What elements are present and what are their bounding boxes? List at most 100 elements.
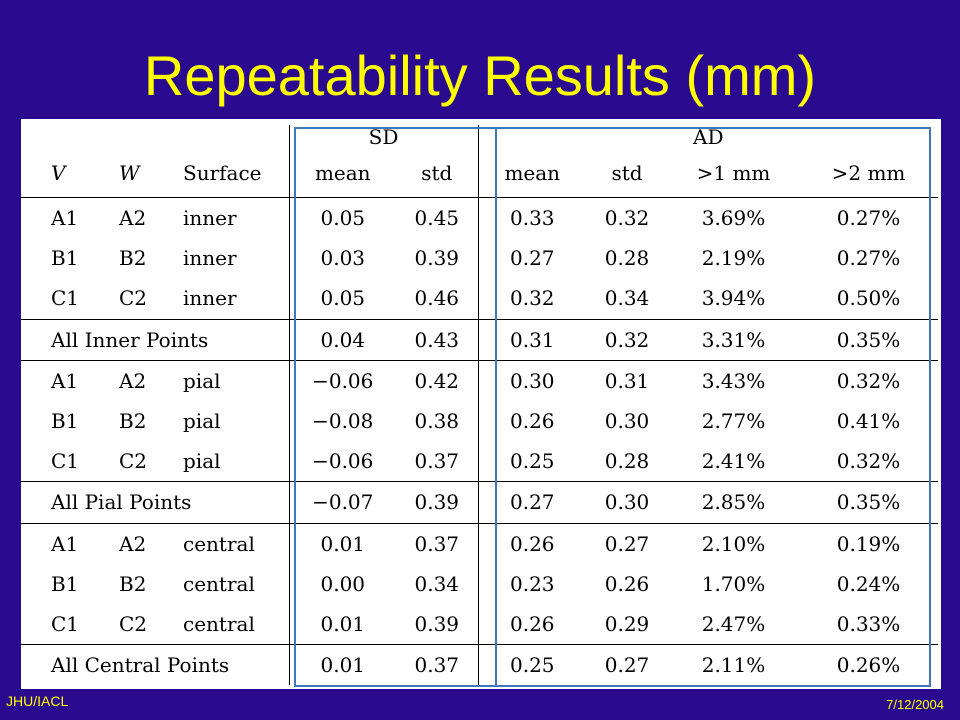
cell-sd-std: 0.39	[414, 611, 460, 636]
cell-w: B2	[119, 571, 147, 596]
cell-gt1mm: 3.69%	[668, 197, 799, 239]
summary-gt1mm: 2.11%	[668, 644, 799, 686]
cell-v: B1	[51, 246, 79, 271]
cell-v: B1	[51, 571, 79, 596]
cell-gt2mm: 0.32%	[836, 449, 901, 474]
summary-ad-std: 0.27	[586, 644, 668, 686]
cell-ad-std: 0.29	[604, 611, 650, 636]
cell-gt1mm: 3.94%	[701, 286, 766, 311]
cell-gt2mm: 0.32%	[799, 359, 939, 401]
cell-ad-std: 0.31	[586, 359, 668, 401]
cell-sd-std: 0.42	[396, 359, 478, 401]
cell-gt2mm: 0.24%	[836, 571, 901, 596]
cell-surface: inner	[183, 246, 237, 271]
summary-sd-mean: 0.04	[288, 318, 396, 361]
footer-org: JHU/IACL	[6, 693, 69, 709]
cell-gt2mm: 0.50%	[836, 286, 901, 311]
cell-gt2mm: 0.41%	[836, 409, 901, 434]
summary-gt2mm: 0.26%	[799, 644, 939, 686]
ad-highlight-box	[495, 127, 931, 687]
cell-v: C1	[51, 286, 80, 311]
summary-ad-std: 0.30	[586, 481, 668, 523]
cell-gt2mm: 0.27%	[836, 246, 901, 271]
cell-sd-std: 0.38	[414, 409, 460, 434]
cell-ad-std: 0.28	[604, 246, 650, 271]
cell-v: A1	[21, 359, 89, 401]
col-surface-header: Surface	[183, 161, 262, 185]
cell-w: B2	[119, 246, 147, 271]
cell-sd-mean: 0.01	[288, 522, 396, 564]
cell-w: A2	[89, 522, 155, 564]
cell-w: C2	[119, 286, 148, 311]
summary-label: All Inner Points	[21, 318, 289, 361]
col-gt2mm-header: >2 mm	[831, 161, 906, 185]
cell-surface: central	[183, 611, 255, 636]
table-row: A1 A2 inner 0.05 0.45 0.33 0.32 3.69% 0.27%	[21, 197, 939, 239]
summary-row: All Pial Points −0.07 0.39 0.27 0.30 2.85% 0.3…	[21, 481, 939, 523]
summary-sd-std: 0.39	[396, 481, 478, 523]
cell-sd-std: 0.37	[396, 522, 478, 564]
cell-sd-std: 0.45	[396, 197, 478, 239]
table-row: A1 A2 pial −0.06 0.42 0.30 0.31 3.43% 0.32%	[21, 359, 939, 401]
cell-gt2mm: 0.27%	[799, 197, 939, 239]
summary-row: All Inner Points 0.04 0.43 0.31 0.32 3.31% 0.3…	[21, 318, 939, 361]
cell-gt1mm: 2.10%	[668, 522, 799, 564]
cell-w: A2	[89, 197, 155, 239]
cell-ad-std: 0.34	[604, 286, 650, 311]
cell-surface: central	[155, 522, 289, 564]
summary-sd-mean: 0.01	[288, 644, 396, 686]
cell-sd-mean: −0.06	[288, 441, 396, 482]
table-row: C1 C2 central 0.01 0.39 0.26 0.29 2.47% 0.33%	[21, 603, 938, 645]
col-ad-std-header: std	[611, 161, 643, 185]
cell-sd-mean: 0.01	[288, 603, 396, 645]
cell-ad-std: 0.28	[604, 449, 650, 474]
cell-ad-std: 0.26	[604, 571, 650, 596]
cell-surface: inner	[183, 286, 237, 311]
col-v-header: V	[51, 161, 66, 185]
cell-sd-mean: 0.00	[288, 563, 396, 604]
cell-sd-std: 0.39	[414, 246, 460, 271]
summary-sd-std: 0.43	[396, 318, 478, 361]
cell-sd-mean: 0.05	[288, 278, 396, 320]
cell-gt1mm: 2.77%	[701, 409, 766, 434]
summary-gt2mm: 0.35%	[799, 481, 939, 523]
cell-v: C1	[51, 611, 80, 636]
cell-sd-std: 0.34	[414, 571, 460, 596]
summary-gt1mm: 2.85%	[668, 481, 799, 523]
cell-w: B2	[119, 409, 147, 434]
col-sd-mean-header: mean	[288, 149, 396, 198]
group-sd-label: SD	[288, 125, 478, 149]
cell-sd-std: 0.37	[414, 449, 460, 474]
cell-w: C2	[119, 449, 148, 474]
cell-sd-mean: −0.06	[288, 359, 396, 401]
cell-gt1mm: 2.41%	[701, 449, 766, 474]
cell-w: C2	[119, 611, 148, 636]
table-row: A1 A2 central 0.01 0.37 0.26 0.27 2.10% 0.19%	[21, 522, 939, 564]
cell-v: A1	[21, 522, 89, 564]
slide-title: Repeatability Results (mm)	[143, 44, 817, 107]
col-gt1mm-header: >1 mm	[696, 161, 771, 185]
cell-surface: pial	[183, 409, 221, 434]
summary-ad-std: 0.32	[586, 318, 668, 361]
cell-sd-mean: 0.05	[288, 197, 396, 239]
cell-v: C1	[51, 449, 80, 474]
sd-highlight-box	[294, 127, 497, 687]
summary-gt2mm: 0.35%	[799, 318, 939, 361]
cell-v: A1	[21, 197, 89, 239]
column-header-row: V W Surface mean std mean std >1 mm >2 m…	[21, 149, 938, 198]
cell-sd-mean: −0.08	[288, 400, 396, 442]
cell-surface: inner	[155, 197, 289, 239]
cell-ad-std: 0.32	[586, 197, 668, 239]
summary-gt1mm: 3.31%	[668, 318, 799, 361]
cell-gt1mm: 2.47%	[701, 611, 766, 636]
group-header-row: SD AD	[21, 125, 939, 149]
cell-gt1mm: 2.19%	[701, 246, 766, 271]
cell-ad-std: 0.30	[604, 409, 650, 434]
cell-ad-std: 0.27	[586, 522, 668, 564]
cell-w: A2	[89, 359, 155, 401]
summary-label: All Pial Points	[21, 481, 289, 523]
cell-gt1mm: 1.70%	[701, 571, 766, 596]
cell-v: B1	[51, 409, 79, 434]
cell-gt1mm: 3.43%	[668, 359, 799, 401]
cell-gt2mm: 0.19%	[799, 522, 939, 564]
